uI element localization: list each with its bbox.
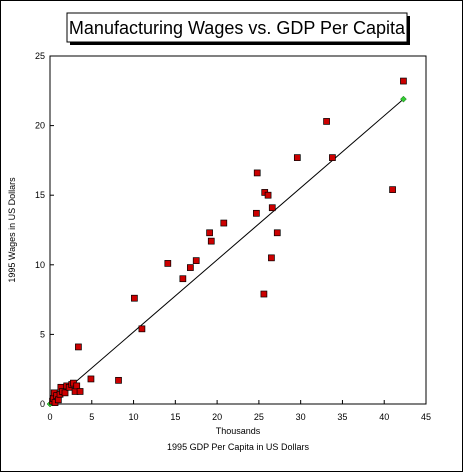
data-point — [268, 254, 275, 262]
data-point — [131, 294, 138, 302]
x-axis-label: 1995 GDP Per Capita in US Dollars — [167, 442, 309, 452]
y-axis-ticks: 0 5 10 15 20 25 — [35, 51, 54, 409]
chart-title: Manufacturing Wages vs. GDP Per Capita — [69, 18, 406, 38]
data-point — [55, 396, 62, 404]
data-point — [75, 343, 82, 351]
y-tick-label: 25 — [35, 51, 45, 61]
y-tick-label: 10 — [35, 260, 45, 270]
y-tick-label: 0 — [40, 399, 45, 409]
y-axis-label: 1995 Wages in US Dollars — [7, 177, 17, 283]
data-point — [389, 186, 396, 193]
x-tick-label: 40 — [379, 412, 389, 422]
y-tick-label: 20 — [35, 121, 45, 131]
y-tick-label: 15 — [35, 190, 45, 200]
x-tick-label: 15 — [170, 412, 180, 422]
data-point — [115, 376, 122, 384]
data-point — [61, 389, 69, 397]
trend-line-group — [46, 95, 407, 408]
data-point — [268, 204, 276, 212]
data-point — [253, 209, 260, 217]
title-box — [66, 12, 408, 43]
data-point — [264, 191, 272, 199]
x-tick-label: 30 — [296, 412, 306, 422]
x-axis-ticks: 0 5 10 15 20 25 30 35 40 45 — [47, 400, 431, 422]
data-point — [207, 237, 215, 245]
x-tick-label: 0 — [47, 412, 52, 422]
data-point — [273, 229, 281, 237]
data-point — [220, 219, 228, 227]
data-point — [164, 260, 172, 267]
plot-area — [49, 55, 427, 405]
x-tick-label: 20 — [212, 412, 222, 422]
x-tick-label: 10 — [129, 412, 139, 422]
trend-end-marker — [400, 95, 407, 103]
y-tick-label: 5 — [40, 329, 45, 339]
data-point — [192, 257, 200, 264]
data-point — [400, 77, 407, 85]
data-point — [187, 264, 194, 271]
data-point — [329, 154, 336, 161]
data-point — [293, 154, 301, 161]
data-point — [206, 229, 213, 237]
data-point — [253, 169, 261, 177]
trend-line — [49, 98, 404, 405]
x-tick-label: 5 — [89, 412, 94, 422]
x-tick-label: 25 — [254, 412, 264, 422]
data-point — [138, 325, 146, 333]
x-axis-units: Thousands — [216, 426, 261, 436]
data-point — [179, 275, 187, 283]
x-tick-label: 35 — [337, 412, 347, 422]
data-point — [87, 375, 95, 383]
data-point — [260, 290, 268, 298]
data-point — [73, 382, 81, 390]
x-tick-label: 45 — [421, 412, 431, 422]
data-point — [76, 388, 84, 395]
data-point — [323, 118, 330, 125]
data-points — [49, 77, 407, 406]
